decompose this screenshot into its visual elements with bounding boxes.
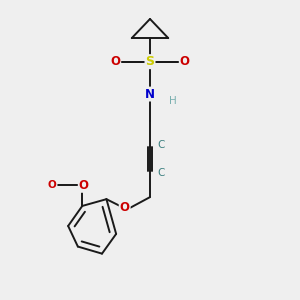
Text: O: O (48, 180, 57, 190)
Text: O: O (120, 201, 130, 214)
Text: C: C (158, 168, 165, 178)
Text: N: N (145, 88, 155, 100)
Text: C: C (158, 140, 165, 150)
Text: O: O (79, 179, 89, 192)
Text: O: O (110, 55, 120, 68)
Text: H: H (169, 95, 177, 106)
Text: O: O (180, 55, 190, 68)
Text: S: S (146, 55, 154, 68)
